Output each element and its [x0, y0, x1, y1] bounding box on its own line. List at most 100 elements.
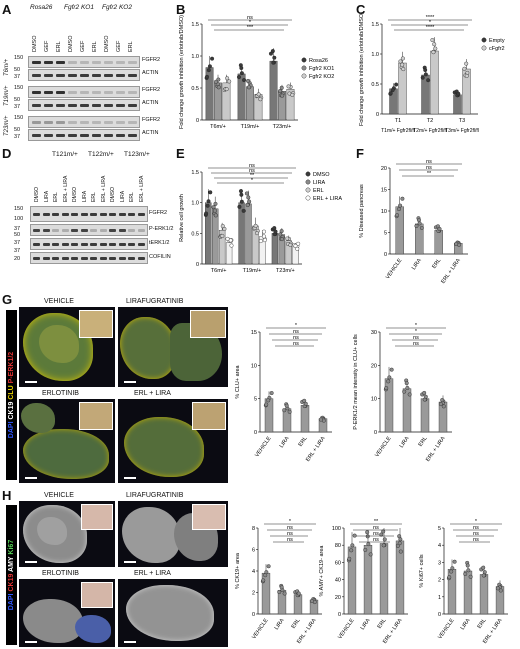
y-tick-label: 15	[381, 188, 387, 194]
band	[116, 74, 125, 77]
x-tick-label: T2	[427, 118, 433, 124]
band	[109, 256, 116, 260]
y-tick-label: 0	[384, 252, 387, 258]
data-point	[464, 73, 469, 78]
band	[52, 242, 59, 246]
y-tick-label: 6	[252, 548, 255, 554]
stain-clu: CLU	[8, 385, 15, 400]
data-point	[271, 60, 276, 65]
y-axis-label: % Diseased pancreas	[359, 184, 365, 238]
data-point	[388, 91, 393, 96]
blot-strip	[30, 206, 148, 222]
band-label: tERK1/2	[149, 240, 170, 246]
panel-d: T121m/+ T122m/+ T123m/+ DMSO LIRA ERL ERL +…	[0, 146, 175, 291]
legend-label: ERL + LIRA	[313, 196, 342, 202]
blot-strip-actin	[28, 99, 140, 111]
band	[33, 228, 40, 232]
panel-letter-d: D	[2, 146, 12, 161]
data-point	[279, 85, 284, 90]
y-axis-label: % AMY+ CK19- area	[319, 545, 325, 597]
data-point	[302, 398, 307, 403]
significance-label: *	[429, 20, 432, 26]
y-axis-label: Fold change growth inhibition (erlotinib…	[359, 12, 365, 126]
mw-marker: 150	[14, 206, 24, 212]
data-point	[245, 203, 250, 208]
band	[33, 256, 40, 260]
y-axis-label: % Ki67+ cells	[419, 554, 425, 587]
y-axis-label: % CLU+ area	[235, 364, 241, 398]
data-point	[238, 189, 243, 194]
legend-label: Rosa26	[309, 58, 328, 64]
micrograph-erl-g	[19, 399, 115, 483]
data-point	[447, 575, 452, 580]
band	[68, 134, 77, 137]
data-point	[368, 552, 373, 557]
data-point	[386, 379, 391, 384]
data-point	[401, 67, 406, 72]
stain-amy: AMY	[8, 556, 15, 572]
band	[80, 256, 88, 260]
x-group-label: T2m/+ Fgfr2fl/fl	[413, 128, 447, 134]
lane-label: GEF	[80, 40, 86, 52]
data-point	[397, 534, 402, 539]
band	[44, 121, 53, 124]
data-point	[365, 534, 370, 539]
data-point	[382, 537, 387, 542]
band	[80, 74, 89, 77]
blot-strip-actin	[28, 129, 140, 141]
significance-label: ns	[249, 163, 255, 169]
data-point	[213, 213, 218, 218]
band	[99, 242, 107, 246]
data-point	[481, 565, 486, 570]
data-point	[296, 591, 301, 596]
data-point	[266, 564, 271, 569]
significance-label: ns	[373, 531, 379, 537]
band	[116, 91, 125, 94]
data-point	[270, 49, 275, 54]
y-tick-label: 0.5	[191, 86, 199, 92]
band	[128, 91, 137, 94]
y-tick-label: 1.5	[191, 22, 199, 28]
data-point	[216, 85, 221, 90]
data-point	[286, 84, 291, 89]
data-point	[258, 239, 263, 244]
band	[104, 121, 113, 124]
y-tick-label: 0	[252, 612, 255, 618]
data-point	[229, 243, 234, 248]
data-point	[256, 92, 261, 97]
band	[44, 61, 53, 64]
legend-marker	[305, 195, 311, 201]
lane-label: ERL + LIRA	[138, 175, 145, 202]
data-point	[452, 559, 457, 564]
lane-label: LIRA	[43, 190, 50, 202]
band	[71, 228, 78, 232]
significance-label: ns	[287, 531, 293, 537]
x-tick-label: T23m/+	[273, 124, 292, 130]
lane-label: DMSO	[32, 35, 38, 53]
data-point	[261, 234, 266, 239]
band-label: FGFR2	[142, 87, 161, 93]
data-point	[481, 573, 486, 578]
x-tick-label: T1	[395, 118, 401, 124]
y-tick-label: 100	[332, 526, 341, 532]
chart-f: 0 5 10 15 20 % Diseased pancreas VEHICLE LIRA ER…	[359, 159, 468, 285]
significance-label: ns	[287, 537, 293, 543]
blot-strip-fgfr2	[28, 86, 140, 98]
band	[104, 134, 113, 137]
blot-strip	[30, 238, 148, 250]
mw-marker: 37	[14, 248, 21, 254]
significance-label: ns	[293, 329, 299, 335]
band	[32, 61, 41, 64]
lane-label: ERL	[129, 192, 135, 202]
data-point	[400, 62, 405, 67]
band	[92, 61, 101, 64]
data-point	[466, 568, 471, 573]
band	[99, 228, 107, 232]
data-point	[423, 72, 428, 77]
band	[56, 121, 65, 124]
micrograph-lira-g	[118, 307, 228, 387]
band	[128, 242, 135, 246]
band	[116, 134, 125, 137]
lane-label: GEF	[116, 40, 122, 52]
